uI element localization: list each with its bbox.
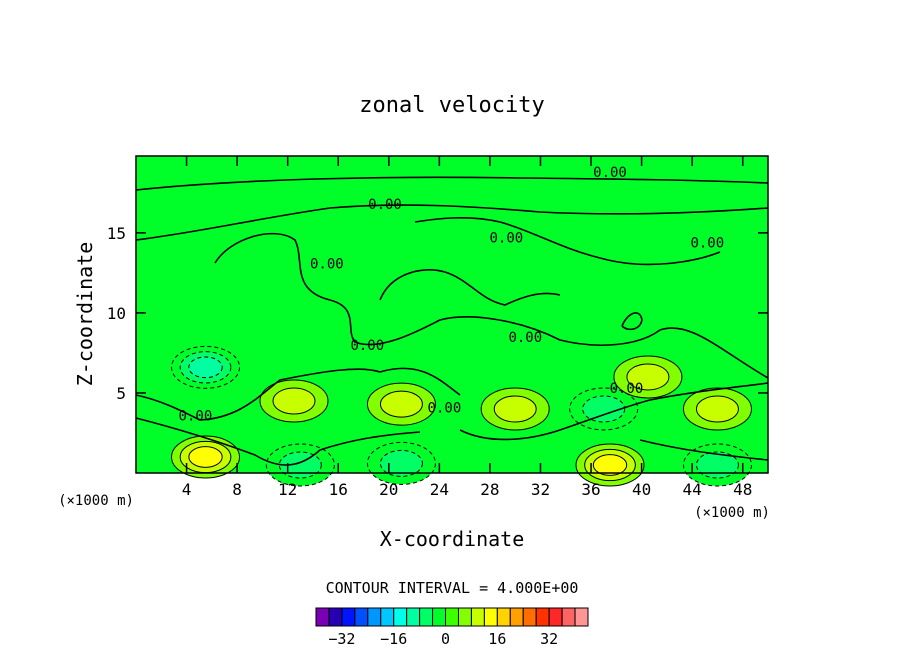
colorbar-swatch (341, 607, 356, 627)
y-axis-unit: (×1000 m) (58, 493, 134, 509)
zero-contour-line (135, 367, 461, 421)
colorbar-tick-label: −32 (328, 630, 355, 648)
contour-label: 0.00 (310, 256, 344, 272)
zero-contour-line (379, 269, 561, 306)
contour-label: 0.00 (350, 338, 384, 354)
zero-contour-line (414, 217, 721, 266)
colorbar-swatch (328, 607, 343, 627)
contour-region (695, 451, 739, 479)
y-axis-label: Z-coordinate (73, 242, 97, 387)
y-axis: 5 10 15 (107, 224, 768, 403)
contour-region (379, 449, 423, 477)
contour-label: 0.00 (489, 231, 523, 247)
contour-region (272, 387, 316, 415)
colorbar-swatch (432, 607, 447, 627)
contour-region (695, 395, 739, 423)
contour-interval-note: CONTOUR INTERVAL = 4.000E+00 (326, 579, 579, 597)
contour-region (493, 395, 537, 423)
colorbar-swatch (509, 607, 524, 627)
contour-region (626, 363, 670, 391)
contour-label: 0.00 (508, 330, 542, 346)
contour-label: 0.00 (593, 165, 627, 181)
contour-region (278, 451, 322, 479)
colorbar-swatch (561, 607, 576, 627)
colorbar-swatch (496, 607, 511, 627)
zero-contour-line (135, 417, 421, 466)
contour-label: 0.00 (610, 381, 644, 397)
x-tick-label: 36 (581, 480, 600, 499)
y-tick-label: 15 (107, 224, 126, 243)
x-tick-label: 8 (232, 480, 242, 499)
colorbar-swatch (406, 607, 421, 627)
colorbar (315, 607, 589, 627)
zero-contour-line (214, 232, 769, 379)
colorbar-swatch (457, 607, 472, 627)
y-tick-label: 5 (116, 384, 126, 403)
contour-label: 0.00 (428, 400, 462, 416)
contour-regions (171, 345, 752, 487)
plot-area: 0.00 0.00 0.00 0.00 0.00 0.00 0.00 0.00 0.00 0.00 (135, 155, 769, 487)
zero-contour-line (639, 439, 769, 461)
colorbar-swatch (470, 607, 485, 627)
contour-region (188, 446, 223, 468)
x-axis-label: X-coordinate (380, 527, 525, 551)
field-background (136, 156, 768, 473)
x-tick-label: 40 (632, 480, 651, 499)
x-tick-label: 12 (278, 480, 297, 499)
chart-title: zonal velocity (359, 93, 544, 118)
colorbar-tick-label: −16 (380, 630, 407, 648)
colorbar-swatch (548, 607, 563, 627)
colorbar-swatch (315, 607, 330, 627)
colorbar-swatch (522, 607, 537, 627)
zero-contour-line (621, 312, 643, 331)
y-tick-label: 10 (107, 304, 126, 323)
colorbar-swatch (393, 607, 408, 627)
x-tick-label: 28 (480, 480, 499, 499)
contour-label: 0.00 (690, 235, 724, 251)
colorbar-tick-label: 32 (540, 630, 558, 648)
colorbar-swatch (380, 607, 395, 627)
x-tick-label: 32 (531, 480, 550, 499)
zero-contour-lines (135, 176, 769, 466)
x-tick-label: 16 (329, 480, 348, 499)
contour-labels: 0.00 0.00 0.00 0.00 0.00 0.00 0.00 0.00 0.00 0.00 (179, 165, 725, 424)
x-tick-label: 4 (182, 480, 192, 499)
contour-label: 0.00 (179, 408, 213, 424)
colorbar-swatch (354, 607, 369, 627)
x-axis-unit: (×1000 m) (694, 505, 770, 521)
contour-region (582, 395, 626, 423)
plot-frame (135, 155, 769, 474)
colorbar-swatch (419, 607, 434, 627)
colorbar-swatch (367, 607, 382, 627)
x-tick-label: 20 (379, 480, 398, 499)
x-tick-label: 44 (683, 480, 702, 499)
x-tick-label: 48 (733, 480, 752, 499)
colorbar-swatch (445, 607, 459, 627)
colorbar-tick-label: 0 (441, 630, 450, 648)
contour-label: 0.00 (368, 197, 402, 213)
contour-region (188, 356, 223, 379)
x-tick-label: 24 (430, 480, 449, 499)
contour-region (379, 390, 423, 418)
colorbar-ticks: −32 −16 0 16 32 (328, 630, 558, 648)
zero-contour-line (135, 204, 769, 241)
zero-contour-line (459, 382, 769, 441)
colorbar-swatch (535, 607, 550, 627)
colorbar-swatch (483, 607, 498, 627)
colorbar-tick-label: 16 (488, 630, 506, 648)
x-axis: 4 8 12 16 20 24 28 32 36 40 44 48 (182, 156, 752, 499)
contour-region (592, 454, 628, 476)
colorbar-swatch (574, 607, 589, 627)
zero-contour-line (135, 176, 769, 191)
